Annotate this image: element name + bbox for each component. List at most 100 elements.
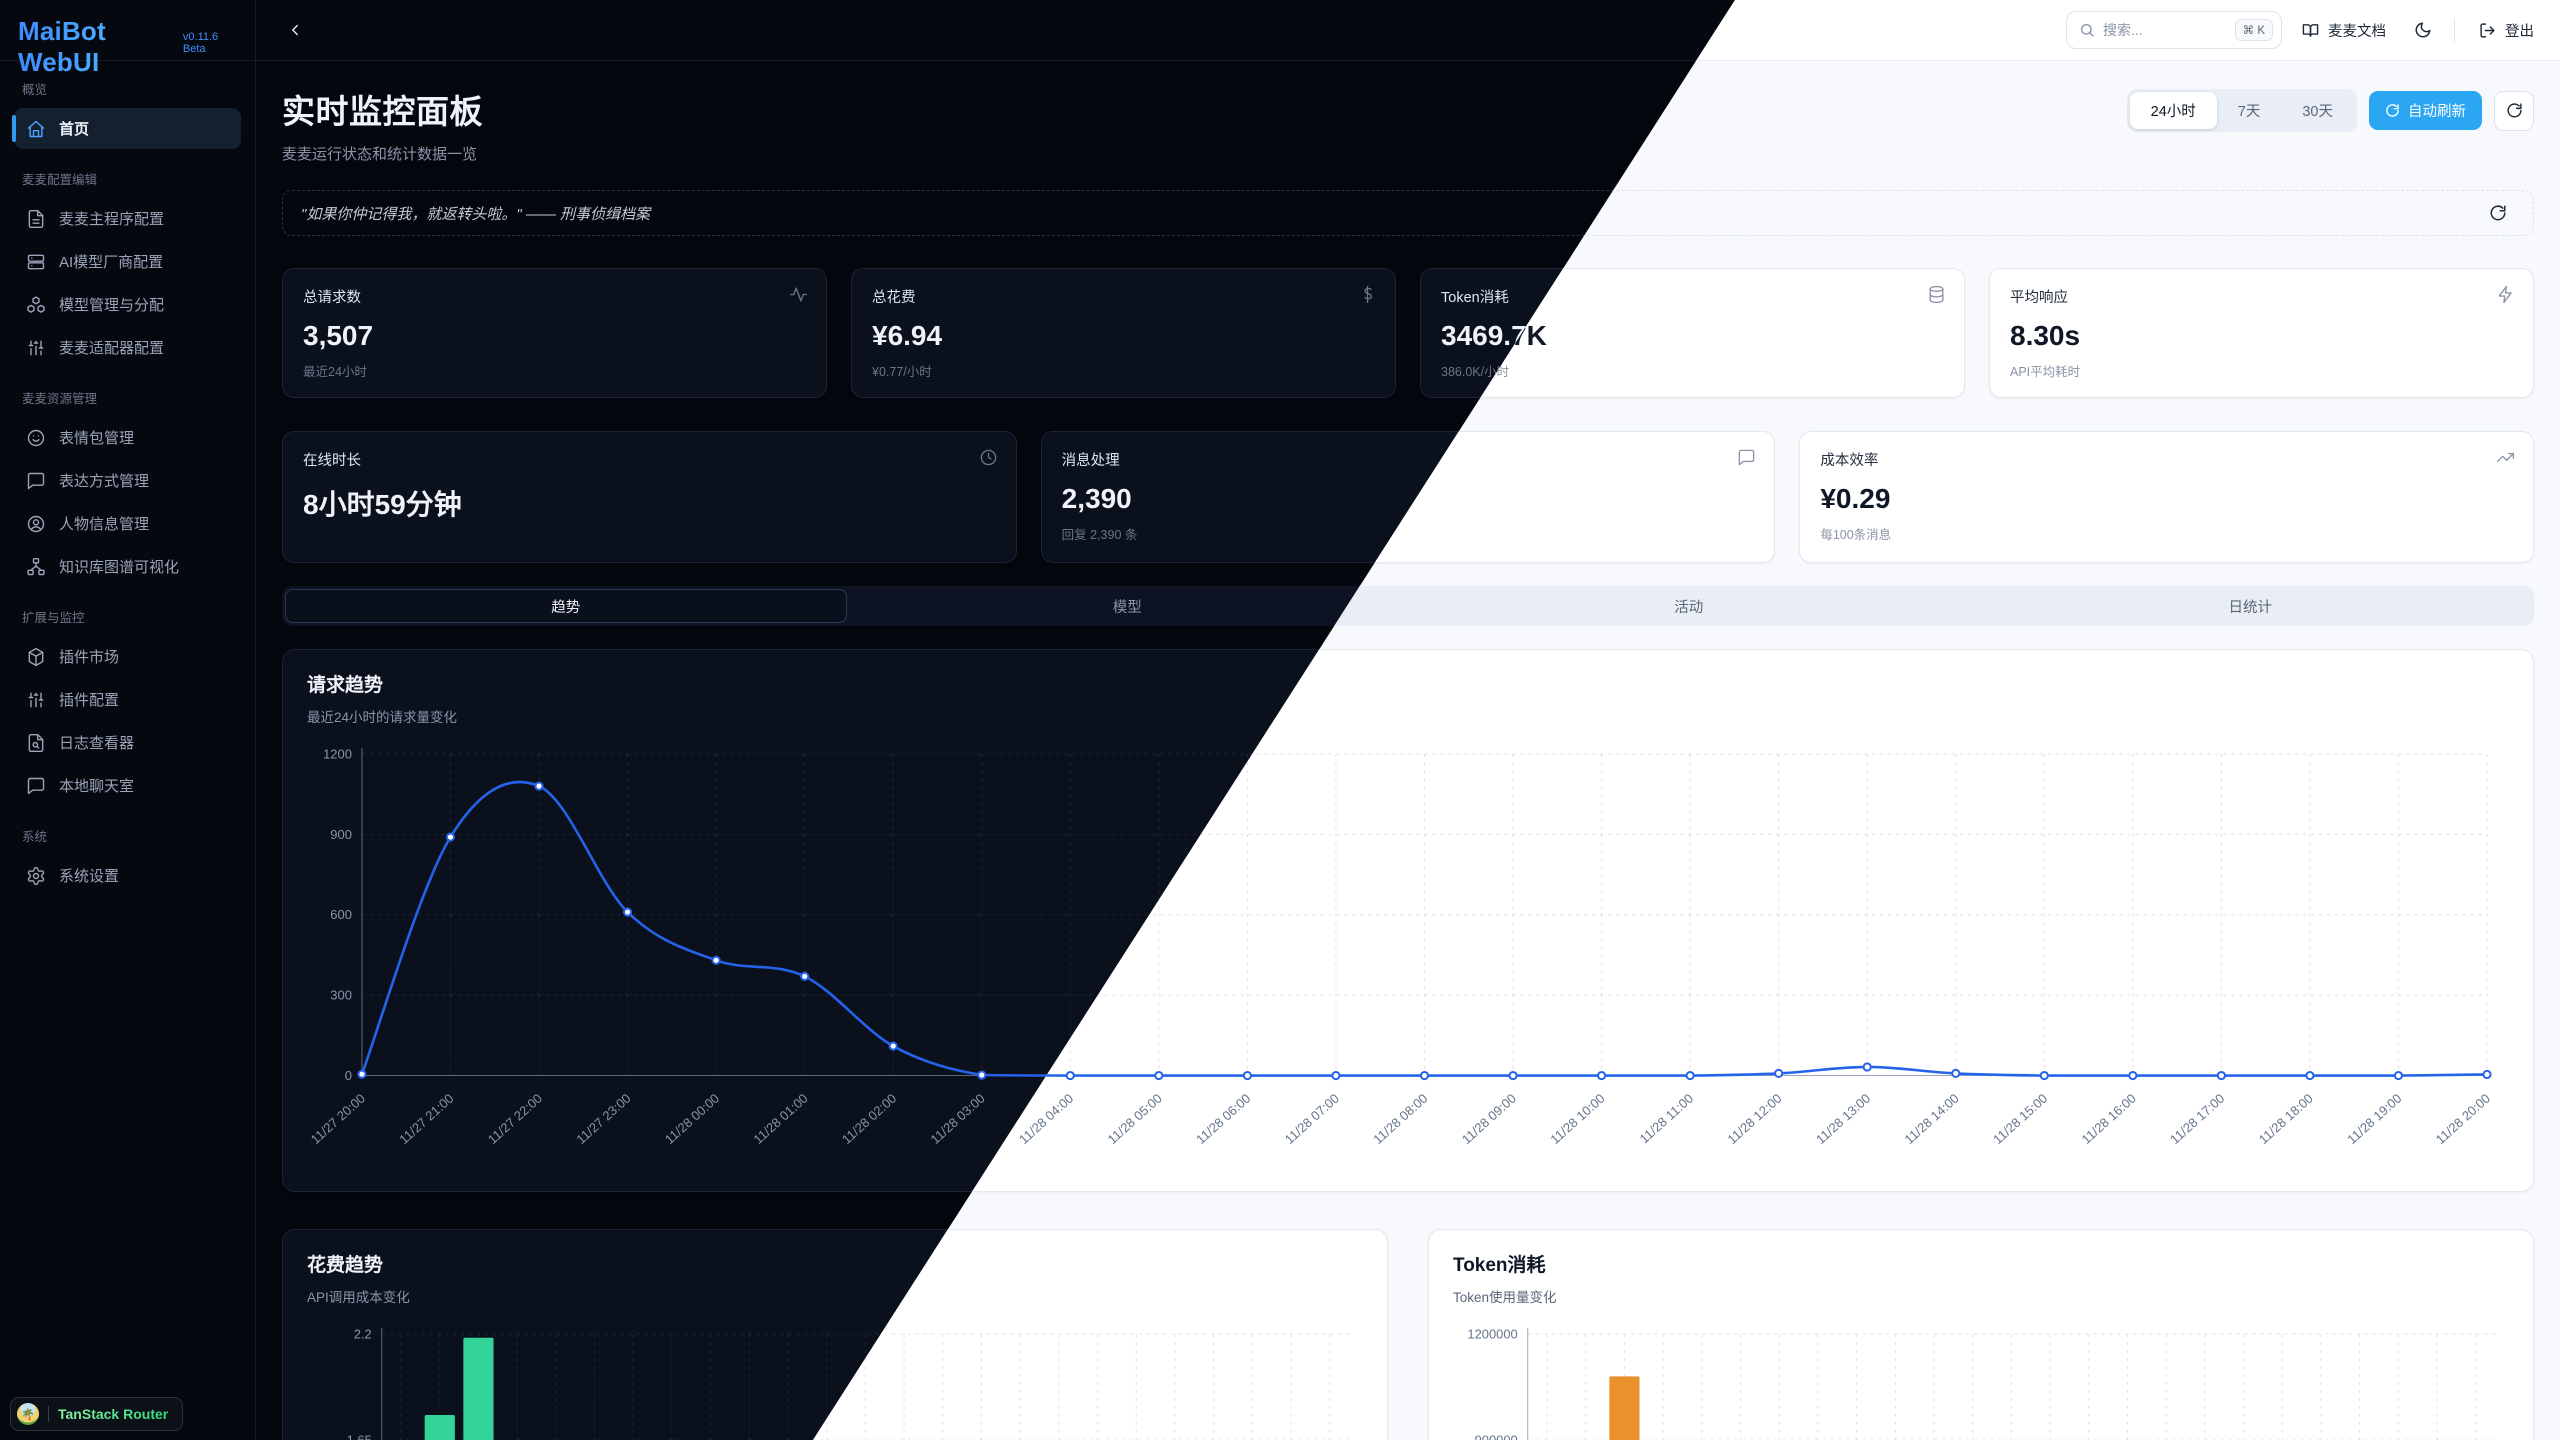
tanstack-router-badge[interactable]: 🌴 TanStack Router [10, 1397, 184, 1431]
docs-button[interactable]: 麦麦文档 [2292, 12, 2396, 49]
sidebar-item-label: 插件市场 [59, 649, 120, 666]
sidebar-item[interactable]: 表达方式管理 [14, 460, 241, 501]
chart-subtitle: API调用成本变化 [307, 1290, 410, 1306]
time-range-controls: 24小时 7天 30天 自动刷新 [2126, 89, 2534, 132]
refresh-icon [2386, 104, 2399, 117]
svg-text:11/28 06:00: 11/28 06:00 [1193, 1091, 1253, 1147]
sidebar-item[interactable]: 表情包管理 [14, 417, 241, 458]
theme-toggle-button[interactable] [2406, 13, 2440, 47]
svg-text:11/28 16:00: 11/28 16:00 [2079, 1091, 2139, 1147]
sidebar-item-label: AI模型厂商配置 [59, 254, 164, 271]
stat-card: 在线时长 8小时59分钟 [282, 431, 1017, 563]
sidebar-item-label: 人物信息管理 [59, 516, 150, 533]
svg-text:11/28 00:00: 11/28 00:00 [662, 1091, 722, 1147]
tab[interactable]: 日统计 [2228, 599, 2273, 616]
sidebar: MaiBot WebUI v0.11.6 Beta 概览首页麦麦配置编辑麦麦主程… [0, 0, 256, 1440]
message-square-icon [1737, 448, 1756, 472]
nav-section-label: 概览 [22, 83, 48, 97]
database-icon [1927, 285, 1946, 309]
tab[interactable]: 趋势 [285, 589, 847, 623]
stat-card: 总请求数 3,507 最近24小时 [282, 268, 827, 398]
sidebar-item[interactable]: 日志查看器 [14, 722, 241, 763]
stat-value: 8.30s [2010, 320, 2081, 351]
sidebar-item-label: 麦麦主程序配置 [59, 211, 165, 228]
sidebar-item[interactable]: 麦麦适配器配置 [14, 327, 241, 368]
svg-text:11/28 17:00: 11/28 17:00 [2167, 1091, 2227, 1147]
chart-subtitle: 最近24小时的请求量变化 [307, 710, 458, 725]
zap-icon [2496, 285, 2515, 309]
refresh-icon [2506, 103, 2522, 118]
svg-text:11/28 05:00: 11/28 05:00 [1105, 1091, 1165, 1147]
sidebar-item-label: 首页 [59, 121, 90, 138]
sidebar-item[interactable]: 本地聊天室 [14, 765, 241, 806]
svg-text:900000: 900000 [1475, 1433, 1518, 1440]
sidebar-item[interactable]: 人物信息管理 [14, 503, 241, 544]
app-logo: MaiBot WebUI [18, 16, 175, 78]
stat-title: 在线时长 [303, 453, 361, 469]
svg-text:600: 600 [330, 907, 352, 922]
badge-label: TanStack Router [58, 1406, 169, 1422]
topbar-actions: ⌘ K 麦麦文档 登出 [2066, 11, 2544, 49]
quote-refresh-button[interactable] [2481, 196, 2515, 230]
sidebar-item-label: 模型管理与分配 [59, 297, 165, 314]
sidebar-item[interactable]: AI模型厂商配置 [14, 241, 241, 282]
nav-section-label: 麦麦资源管理 [22, 392, 98, 406]
package-icon [26, 647, 46, 667]
app-version: v0.11.6 Beta [182, 31, 219, 55]
svg-text:11/27 22:00: 11/27 22:00 [485, 1091, 545, 1147]
sidebar-item[interactable]: 模型管理与分配 [14, 284, 241, 325]
refresh-button[interactable] [2494, 90, 2534, 131]
time-range-option[interactable]: 24小时 [2129, 92, 2217, 129]
docs-label: 麦麦文档 [2328, 23, 2386, 40]
sidebar-item[interactable]: 麦麦主程序配置 [14, 198, 241, 239]
sidebar-item[interactable]: 插件市场 [14, 636, 241, 677]
stat-title: 消息处理 [1061, 453, 1120, 469]
token-bar-chart: 0300000600000900000120000011/27 20:0011/… [1467, 1327, 2496, 1440]
page-titles: 实时监控面板 麦麦运行状态和统计数据一览 [282, 85, 483, 164]
tab[interactable]: 模型 [1112, 599, 1142, 616]
stat-value: ¥6.94 [872, 320, 943, 351]
file-text-icon [26, 209, 46, 229]
activity-icon [789, 285, 808, 309]
stat-title: Token消耗 [1441, 290, 1509, 306]
svg-text:11/28 11:00: 11/28 11:00 [1637, 1091, 1697, 1147]
sidebar-item-label: 日志查看器 [59, 735, 135, 752]
nav-section-label: 麦麦配置编辑 [22, 173, 98, 187]
stat-card: 成本效率 ¥0.29 每100条消息 [1799, 431, 2534, 563]
quote-text: "如果你仲记得我，就返转头啦。" —— 刑事侦缉档案 [301, 205, 650, 223]
stat-sub: 每100条消息 [1820, 528, 1892, 542]
refresh-icon [2490, 205, 2506, 221]
server-icon [26, 252, 46, 272]
clock-icon [979, 448, 998, 472]
logout-button[interactable]: 登出 [2469, 12, 2544, 49]
time-range-option[interactable]: 30天 [2302, 104, 2333, 120]
search-input-wrap[interactable]: ⌘ K [2066, 11, 2282, 49]
search-shortcut-badge: ⌘ K [2234, 19, 2273, 41]
page-subtitle: 麦麦运行状态和统计数据一览 [282, 146, 478, 163]
sidebar-header: MaiBot WebUI v0.11.6 Beta [0, 0, 255, 77]
boxes-icon [26, 295, 46, 315]
tab[interactable]: 活动 [1674, 599, 1704, 616]
sidebar-item[interactable]: 知识库图谱可视化 [14, 546, 241, 587]
svg-text:11/28 18:00: 11/28 18:00 [2256, 1091, 2316, 1147]
nav-section-label: 系统 [22, 830, 48, 844]
sliders-icon [26, 690, 46, 710]
stat-sub: 386.0K/小时 [1441, 365, 1510, 379]
svg-text:11/28 15:00: 11/28 15:00 [1990, 1091, 2050, 1147]
network-icon [26, 557, 46, 577]
sidebar-item[interactable]: 首页 [12, 108, 241, 149]
stat-title: 成本效率 [1820, 453, 1879, 469]
logout-icon [2480, 22, 2495, 38]
stat-title: 总请求数 [303, 290, 361, 306]
smile-icon [26, 428, 46, 448]
chevron-left-icon [292, 24, 298, 36]
search-input[interactable] [2103, 22, 2227, 38]
time-range-option[interactable]: 7天 [2237, 104, 2261, 120]
auto-refresh-button[interactable]: 自动刷新 [2369, 91, 2482, 130]
sidebar-item[interactable]: 系统设置 [14, 855, 241, 896]
sidebar-collapse-button[interactable] [278, 13, 312, 47]
sidebar-item[interactable]: 插件配置 [14, 679, 241, 720]
